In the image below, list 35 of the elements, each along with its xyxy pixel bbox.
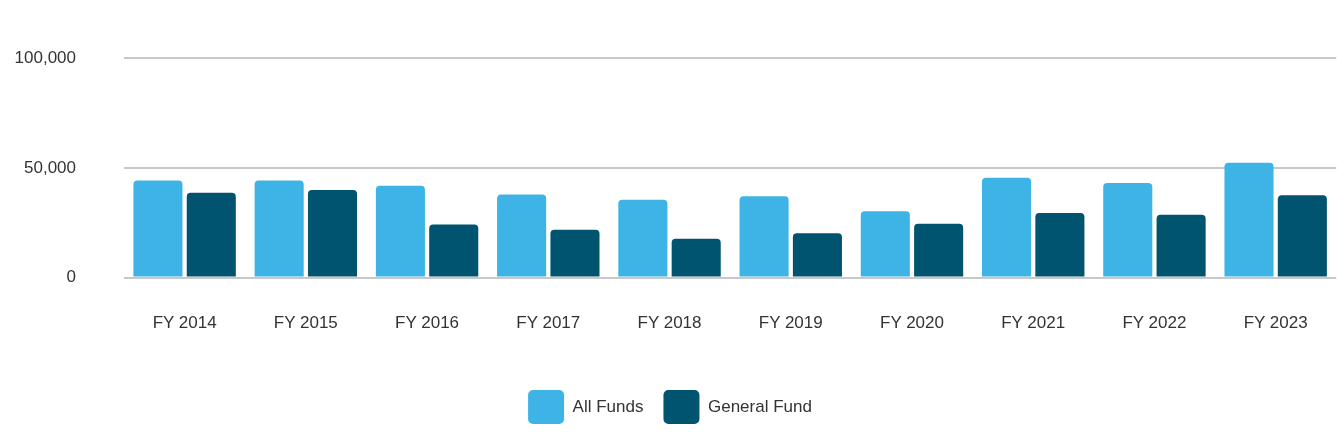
x-tick-label: FY 2017: [516, 313, 581, 333]
bar: [914, 223, 964, 277]
x-tick-label: FY 2022: [1122, 313, 1187, 333]
legend-label: General Fund: [707, 396, 812, 416]
bar: [982, 177, 1032, 277]
bar: [497, 194, 547, 277]
bar: [1224, 162, 1274, 277]
bar: [739, 196, 789, 277]
bar: [429, 224, 479, 277]
legend-label: All Funds: [572, 396, 644, 416]
x-tick-label: FY 2023: [1243, 313, 1308, 333]
bar: [792, 233, 842, 277]
x-tick-label: FY 2020: [880, 313, 944, 333]
y-tick-label: 100,000: [14, 47, 76, 67]
x-tick-label: FY 2015: [273, 313, 338, 333]
bar: [1156, 214, 1206, 277]
bar: [307, 190, 358, 277]
bar: [1035, 213, 1085, 277]
x-tick-label: FY 2019: [758, 313, 823, 333]
bar: [671, 238, 721, 277]
x-tick-label: FY 2018: [637, 313, 702, 333]
x-tick-label: FY 2016: [395, 313, 460, 333]
bar: [860, 211, 910, 277]
bar: [186, 192, 236, 277]
bar: [550, 229, 600, 277]
bar: [254, 180, 304, 277]
bar: [1103, 183, 1153, 277]
bar: [1277, 195, 1327, 277]
y-tick-label: 0: [66, 267, 76, 287]
x-tick-label: FY 2014: [152, 313, 217, 333]
bar: [375, 185, 425, 277]
bar: [618, 199, 668, 277]
bar: [133, 180, 183, 277]
x-tick-label: FY 2021: [1001, 313, 1066, 333]
y-tick-label: 50,000: [24, 157, 76, 177]
